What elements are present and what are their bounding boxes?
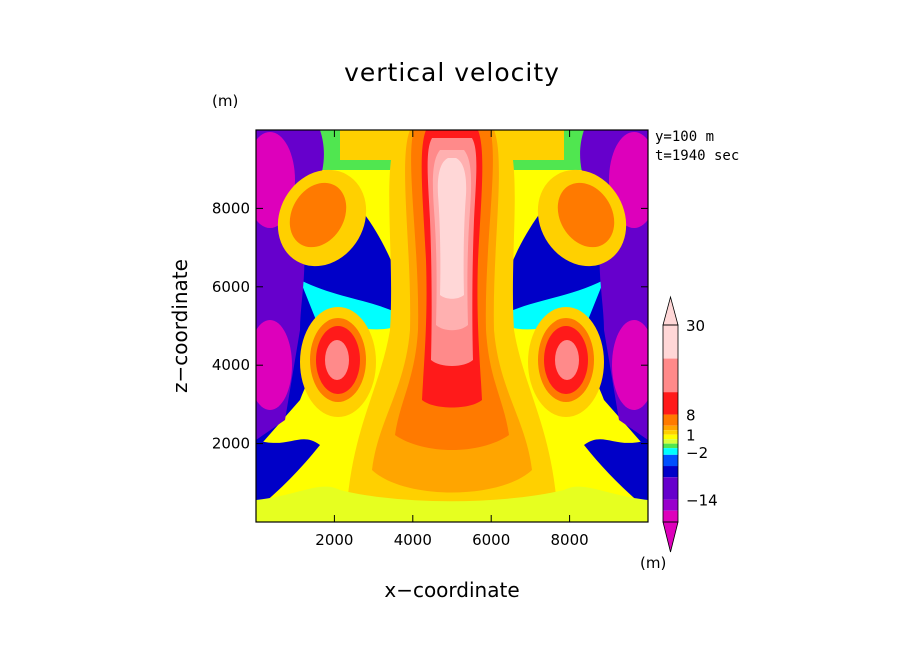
field-left-lower-thermal-peak <box>325 340 349 380</box>
colorbar-frame <box>662 324 679 523</box>
info-y-position: y=100 m <box>655 129 715 145</box>
colorbar-segment <box>663 439 678 444</box>
colorbar-segment <box>663 430 678 435</box>
info-time: t=1940 sec <box>655 148 740 164</box>
colorbar-label: −2 <box>686 444 708 462</box>
colorbar-unit: (m) <box>640 554 667 572</box>
colorbar-segment <box>663 358 678 393</box>
y-tick-label: 2000 <box>212 435 250 453</box>
field-right-lower-thermal-peak <box>555 340 579 380</box>
colorbar-label: 30 <box>686 317 705 335</box>
colorbar-label: 8 <box>686 407 696 425</box>
colorbar-segment <box>663 499 678 511</box>
axes: 2000 4000 6000 8000 2000 4000 6000 8000 <box>212 130 648 549</box>
colorbar-segment <box>663 448 678 455</box>
field-right-lower-blue <box>584 439 648 510</box>
x-tick-label: 4000 <box>394 531 432 549</box>
colorbar-segment <box>663 510 678 522</box>
colorbar-segment <box>663 443 678 449</box>
field-left-lower-blue <box>256 439 320 510</box>
x-tick-label: 2000 <box>315 531 353 549</box>
field-core-peak <box>437 158 467 299</box>
colorbar-segment <box>663 434 678 440</box>
colorbar-segment <box>663 477 678 500</box>
colorbar-segment <box>663 466 678 478</box>
colorbar-segment <box>663 325 678 359</box>
y-axis-unit: (m) <box>212 92 239 110</box>
field-left-upper-thermal <box>289 182 347 248</box>
field-left-magenta-lower <box>256 320 292 410</box>
x-tick-label: 6000 <box>472 531 510 549</box>
colorbar-label: −14 <box>686 492 718 510</box>
field-right-magenta-lower <box>612 320 648 410</box>
colorbar-label: 1 <box>686 427 696 445</box>
y-tick-label: 4000 <box>212 356 250 374</box>
colorbar-segment <box>663 414 678 426</box>
colorbar-bottom-arrow <box>662 521 679 553</box>
y-tick-label: 8000 <box>212 199 250 217</box>
colorbar-top-arrow <box>662 295 679 326</box>
colorbar-segment <box>663 425 678 431</box>
colorbar: 30 8 1−2 −14 <box>662 295 718 553</box>
field-right-upper-thermal <box>557 182 615 248</box>
contour-field <box>256 130 648 522</box>
y-tick-label: 6000 <box>212 278 250 296</box>
x-tick-label: 8000 <box>551 531 589 549</box>
field-bottom-band <box>256 486 648 522</box>
x-axis-label: x−coordinate <box>384 578 520 602</box>
colorbar-segment <box>663 392 678 415</box>
colorbar-segment <box>663 454 678 467</box>
chart-title: vertical velocity <box>344 58 560 87</box>
plot-frame <box>255 129 649 523</box>
